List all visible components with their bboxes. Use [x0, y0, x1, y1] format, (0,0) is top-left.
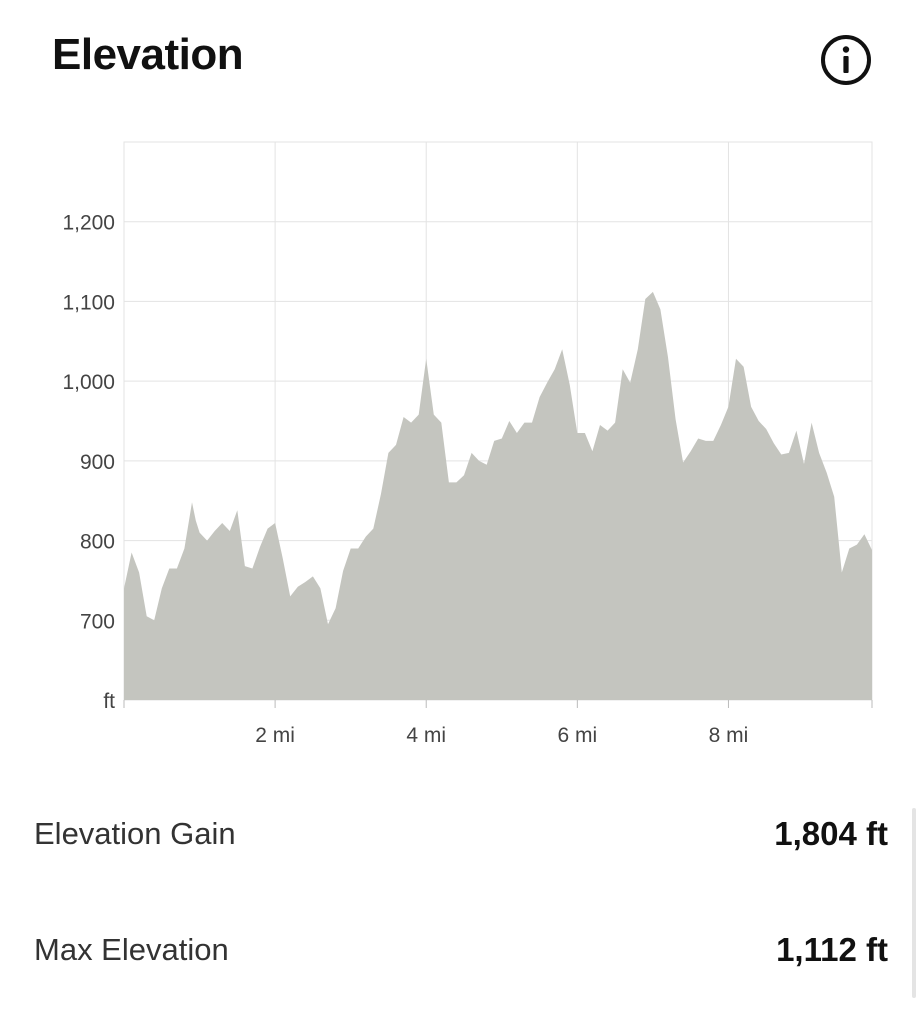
- y-tick-label: 1,200: [62, 212, 115, 235]
- elevation-gain-value: 1,804 ft: [774, 815, 888, 852]
- elevation-area: [124, 291, 872, 700]
- y-tick-label: 800: [80, 531, 115, 554]
- stat-row-max-elevation: Max Elevation 1,112 ft: [34, 920, 888, 980]
- y-tick-label: 700: [80, 610, 115, 633]
- page-title: Elevation: [52, 30, 244, 79]
- stat-row-elevation-gain: Elevation Gain 1,804 ft: [34, 804, 888, 864]
- y-tick-label: 1,100: [62, 291, 115, 314]
- elevation-gain-label: Elevation Gain: [34, 816, 236, 851]
- x-tick-label: 2 mi: [255, 724, 295, 747]
- info-icon[interactable]: [820, 34, 872, 86]
- y-axis-unit-label: ft: [103, 690, 115, 713]
- max-elevation-value: 1,112 ft: [776, 931, 888, 968]
- x-tick-label: 6 mi: [557, 724, 597, 747]
- y-tick-label: 900: [80, 451, 115, 474]
- elevation-chart[interactable]: 700 800 900 1,000 1,100 1,200 2 mi 4 mi 6 mi 8 mi…: [0, 0, 924, 760]
- scrollbar[interactable]: [912, 808, 916, 998]
- max-elevation-label: Max Elevation: [34, 932, 229, 967]
- y-tick-label: 1,000: [62, 371, 115, 394]
- chart-axes: 700 800 900 1,000 1,100 1,200 2 mi 4 mi 6 mi 8 mi: [62, 212, 873, 747]
- x-tick-label: 8 mi: [709, 724, 749, 747]
- x-tick-label: 4 mi: [406, 724, 446, 747]
